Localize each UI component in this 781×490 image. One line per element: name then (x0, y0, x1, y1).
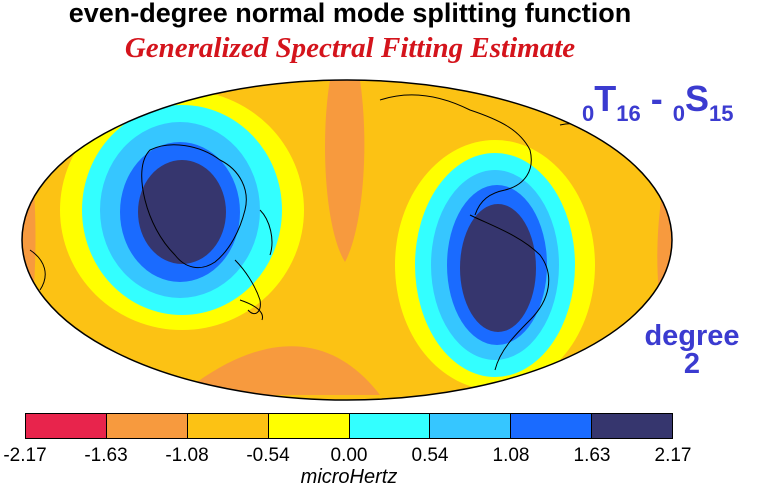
colorbar-segment (349, 414, 431, 438)
colorbar-segment (511, 414, 593, 438)
colorbar-tick-label: -1.63 (84, 445, 128, 466)
mode-right-prefix: 0 (672, 101, 685, 126)
colorbar-segment (268, 414, 350, 438)
colorbar-tick-label: -0.54 (246, 445, 290, 466)
colorbar-tick-label: -1.08 (165, 445, 209, 466)
degree-word: degree (644, 320, 740, 352)
colorbar-tick-label: 0.54 (411, 445, 449, 466)
colorbar-segment (106, 414, 188, 438)
degree-number: 2 (683, 348, 701, 380)
center-positive-lobe (325, 80, 365, 262)
splitting-function-map (21, 79, 673, 401)
mode-left-prefix: 0 (582, 101, 595, 126)
map-frame (21, 79, 673, 401)
mode-right-main: S (684, 78, 709, 119)
colorbar-segment (187, 414, 269, 438)
colorbar-tick-label: 2.17 (654, 445, 692, 466)
colorbar-tick-label: 1.63 (573, 445, 611, 466)
right-edge-band (657, 150, 672, 350)
colorbar-segment (430, 414, 512, 438)
mode-separator: - (640, 78, 673, 119)
mode-right-sub: 15 (709, 101, 734, 126)
degree-label: degree 2 (612, 320, 772, 380)
asia-anomaly (60, 90, 304, 330)
colorbar-unit-label: microHertz (300, 466, 398, 488)
mode-label: 0T16 - 0S15 (582, 78, 733, 127)
americas-anomaly (395, 140, 595, 390)
colorbar (25, 413, 673, 439)
colorbar-tick-label: 0.00 (330, 445, 368, 466)
left-edge-band (22, 120, 36, 370)
map-title: even-degree normal mode splitting functi… (68, 0, 632, 28)
colorbar-ticks: -2.17 -1.63 -1.08 -0.54 0.00 0.54 1.08 1.63 2.17 (0, 445, 781, 466)
coastlines (29, 94, 611, 371)
south-band (180, 346, 380, 395)
colorbar-tick-label: -2.17 (3, 445, 47, 466)
colorbar-tick-label: 1.08 (492, 445, 530, 466)
colorbar-segment (592, 414, 672, 438)
mode-left-sub: 16 (616, 101, 641, 126)
colorbar-segment (26, 414, 107, 438)
mode-left-main: T (594, 78, 617, 119)
map-subtitle: Generalized Spectral Fitting Estimate (124, 32, 576, 64)
